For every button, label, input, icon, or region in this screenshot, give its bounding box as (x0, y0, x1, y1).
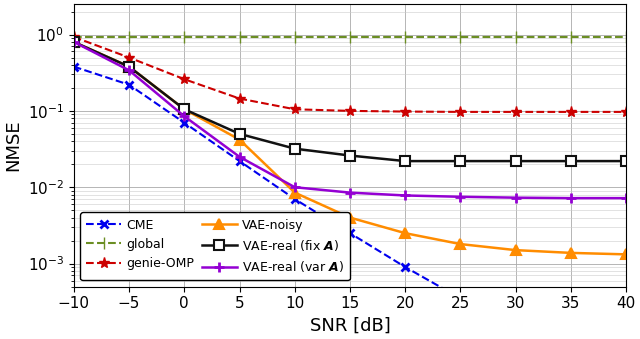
VAE-real (fix $\boldsymbol{A}$) (180, 107, 188, 111)
VAE-real (var $\boldsymbol{A}$) (70, 40, 77, 44)
global (346, 35, 354, 39)
genie-OMP (401, 109, 409, 114)
global (512, 35, 520, 39)
genie-OMP (457, 110, 465, 114)
Line: global: global (68, 32, 632, 42)
VAE-noisy (512, 248, 520, 252)
VAE-real (var $\boldsymbol{A}$) (236, 155, 243, 159)
CME (291, 197, 299, 201)
VAE-real (fix $\boldsymbol{A}$) (236, 132, 243, 136)
Line: genie-OMP: genie-OMP (68, 32, 632, 117)
global (70, 35, 77, 39)
CME (457, 296, 465, 300)
VAE-noisy (457, 242, 465, 246)
VAE-real (fix $\boldsymbol{A}$) (125, 65, 133, 69)
VAE-real (fix $\boldsymbol{A}$) (622, 159, 630, 163)
VAE-noisy (346, 216, 354, 220)
Line: VAE-noisy: VAE-noisy (69, 37, 631, 259)
Legend: CME, global, genie-OMP, VAE-noisy, VAE-real (fix $\boldsymbol{A}$), VAE-real (va: CME, global, genie-OMP, VAE-noisy, VAE-r… (80, 212, 350, 280)
genie-OMP (567, 110, 575, 114)
VAE-real (fix $\boldsymbol{A}$) (457, 159, 465, 163)
VAE-noisy (70, 40, 77, 44)
CME (346, 231, 354, 235)
global (401, 35, 409, 39)
genie-OMP (346, 109, 354, 113)
genie-OMP (70, 35, 77, 39)
CME (70, 65, 77, 69)
VAE-real (fix $\boldsymbol{A}$) (567, 159, 575, 163)
VAE-noisy (236, 138, 243, 142)
CME (125, 83, 133, 87)
genie-OMP (622, 110, 630, 114)
VAE-real (var $\boldsymbol{A}$) (457, 195, 465, 199)
VAE-real (var $\boldsymbol{A}$) (622, 196, 630, 200)
VAE-real (fix $\boldsymbol{A}$) (291, 147, 299, 151)
global (567, 35, 575, 39)
VAE-noisy (291, 191, 299, 195)
genie-OMP (291, 107, 299, 111)
VAE-real (var $\boldsymbol{A}$) (512, 196, 520, 200)
CME (401, 265, 409, 269)
VAE-real (var $\boldsymbol{A}$) (567, 196, 575, 200)
VAE-noisy (622, 252, 630, 256)
Line: VAE-real (var $\boldsymbol{A}$): VAE-real (var $\boldsymbol{A}$) (69, 37, 631, 203)
VAE-real (fix $\boldsymbol{A}$) (512, 159, 520, 163)
VAE-real (fix $\boldsymbol{A}$) (70, 40, 77, 44)
CME (512, 327, 520, 331)
VAE-real (var $\boldsymbol{A}$) (291, 185, 299, 189)
VAE-noisy (567, 251, 575, 255)
genie-OMP (512, 110, 520, 114)
Line: VAE-real (fix $\boldsymbol{A}$): VAE-real (fix $\boldsymbol{A}$) (69, 37, 631, 166)
genie-OMP (180, 77, 188, 81)
genie-OMP (236, 97, 243, 101)
VAE-real (var $\boldsymbol{A}$) (346, 191, 354, 195)
global (622, 35, 630, 39)
Y-axis label: NMSE: NMSE (4, 120, 22, 171)
VAE-real (fix $\boldsymbol{A}$) (401, 159, 409, 163)
VAE-real (fix $\boldsymbol{A}$) (346, 154, 354, 158)
global (291, 35, 299, 39)
global (236, 35, 243, 39)
global (180, 35, 188, 39)
VAE-noisy (401, 231, 409, 235)
X-axis label: SNR [dB]: SNR [dB] (310, 317, 390, 335)
VAE-noisy (125, 65, 133, 69)
VAE-real (var $\boldsymbol{A}$) (125, 68, 133, 72)
global (125, 35, 133, 39)
VAE-noisy (180, 107, 188, 111)
VAE-real (var $\boldsymbol{A}$) (401, 194, 409, 198)
Line: CME: CME (70, 62, 630, 339)
CME (180, 121, 188, 125)
global (457, 35, 465, 39)
genie-OMP (125, 56, 133, 60)
CME (236, 159, 243, 163)
VAE-real (var $\boldsymbol{A}$) (180, 114, 188, 118)
